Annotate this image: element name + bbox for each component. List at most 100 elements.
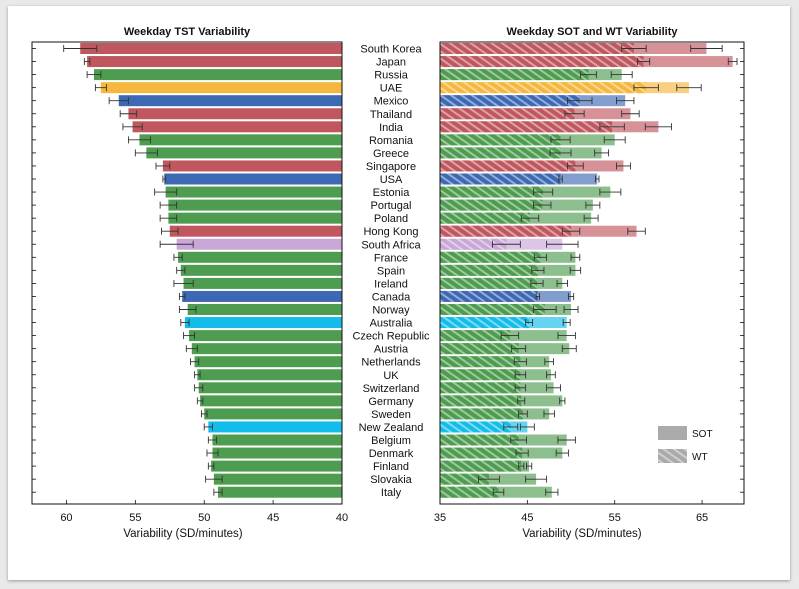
country-label: Norway [372, 305, 410, 317]
wt-bar-22 [440, 330, 510, 342]
wt-bar-11 [440, 186, 544, 198]
wt-bar-23 [440, 343, 519, 355]
tst-bar-5 [128, 108, 342, 120]
tst-bar-23 [191, 343, 342, 355]
country-label: Singapore [366, 161, 416, 173]
tst-bar-1 [87, 56, 342, 68]
tst-bar-33 [213, 473, 342, 485]
tst-bar-30 [212, 434, 342, 446]
country-label: Greece [373, 148, 409, 160]
wt-bar-19 [440, 290, 538, 302]
figure-card: South Korea Japan Russia UAE Mexico Thailand I… [8, 6, 790, 580]
sot-wt-x-axis-label: Variability (SD/minutes) [522, 528, 641, 540]
wt-bar-26 [440, 382, 521, 394]
country-label: UK [383, 370, 399, 382]
country-label: Czech Republic [352, 331, 430, 343]
wt-bar-0 [440, 43, 634, 54]
wt-bar-20 [440, 304, 545, 315]
tst-bar-15 [176, 238, 342, 250]
country-label: Russia [374, 70, 409, 82]
country-label: Thailand [370, 109, 412, 121]
tst-bar-19 [182, 290, 342, 302]
country-label: South Korea [360, 44, 422, 56]
wt-bar-1 [440, 56, 644, 68]
chart-svg: South KoreaJapanRussiaUAEMexicoThailandI… [31, 26, 745, 540]
country-label: Slovakia [370, 474, 412, 486]
tst-bar-32 [211, 460, 342, 472]
country-label: South Africa [361, 239, 421, 251]
tst-xtick-label: 60 [60, 512, 72, 524]
country-label: Belgium [371, 435, 411, 447]
country-label: Japan [376, 57, 406, 69]
tst-bar-2 [94, 69, 342, 81]
sot-xtick-label: 45 [521, 512, 533, 524]
country-label: Netherlands [361, 357, 421, 369]
country-label: Austria [374, 344, 409, 356]
country-label: Portugal [371, 200, 412, 212]
tst-bar-0 [80, 43, 342, 54]
country-label: Estonia [373, 187, 411, 199]
country-label: Switzerland [363, 383, 420, 395]
tst-bar-4 [118, 95, 342, 107]
country-label: Spain [377, 265, 405, 277]
tst-bar-8 [146, 147, 342, 159]
tst-x-axis-label: Variability (SD/minutes) [123, 528, 242, 540]
country-label: USA [380, 174, 403, 186]
wt-bar-21 [440, 317, 530, 329]
tst-bar-24 [194, 356, 342, 368]
tst-bar-16 [178, 251, 342, 263]
wt-bar-10 [440, 173, 561, 185]
tst-bar-11 [165, 186, 342, 198]
tst-bar-25 [197, 369, 342, 381]
country-label: Poland [374, 213, 408, 225]
wt-bar-30 [440, 434, 519, 446]
wt-bar-34 [440, 486, 499, 498]
wt-bar-14 [440, 225, 572, 237]
sot-xtick-label: 55 [609, 512, 621, 524]
wt-bar-3 [440, 82, 647, 94]
legend-wt-label: WT [692, 452, 708, 463]
wt-bar-5 [440, 108, 575, 120]
country-label: Hong Kong [363, 226, 418, 238]
country-label: Romania [369, 135, 414, 147]
wt-bar-13 [440, 212, 530, 224]
wt-bar-7 [440, 134, 561, 146]
tst-bar-7 [139, 134, 342, 146]
wt-bar-33 [440, 473, 489, 485]
wt-bar-29 [440, 421, 511, 433]
tst-bar-10 [164, 173, 342, 185]
tst-bar-20 [187, 304, 342, 315]
country-label: UAE [380, 83, 403, 95]
wt-bar-32 [440, 460, 522, 472]
country-label: Denmark [369, 448, 414, 460]
country-label: Canada [372, 291, 411, 303]
wt-bar-17 [440, 264, 538, 276]
tst-xtick-label: 55 [129, 512, 141, 524]
wt-bar-9 [440, 160, 576, 172]
tst-plot-frame [31, 41, 343, 505]
wt-bar-6 [440, 121, 613, 133]
wt-bar-4 [440, 95, 580, 107]
sot-xtick-label: 65 [696, 512, 708, 524]
tst-bar-9 [162, 160, 342, 172]
wt-bar-2 [440, 69, 589, 81]
tst-bar-17 [180, 264, 342, 276]
tst-bar-28 [204, 408, 342, 420]
tst-bar-27 [200, 395, 342, 407]
country-label: India [379, 122, 404, 134]
country-label: Italy [381, 487, 402, 499]
wt-bar-28 [440, 408, 523, 420]
tst-bar-13 [168, 212, 342, 224]
tst-bar-3 [100, 82, 342, 94]
sot-xtick-label: 35 [434, 512, 446, 524]
tst-xtick-label: 50 [198, 512, 210, 524]
wt-bar-8 [440, 147, 561, 159]
wt-bar-15 [440, 238, 507, 250]
tst-xtick-label: 45 [267, 512, 279, 524]
tst-bar-12 [168, 199, 342, 211]
country-label: Germany [368, 396, 414, 408]
tst-bar-31 [212, 447, 342, 459]
wt-bar-27 [440, 395, 522, 407]
wt-bar-25 [440, 369, 521, 381]
wt-bar-16 [440, 251, 541, 263]
